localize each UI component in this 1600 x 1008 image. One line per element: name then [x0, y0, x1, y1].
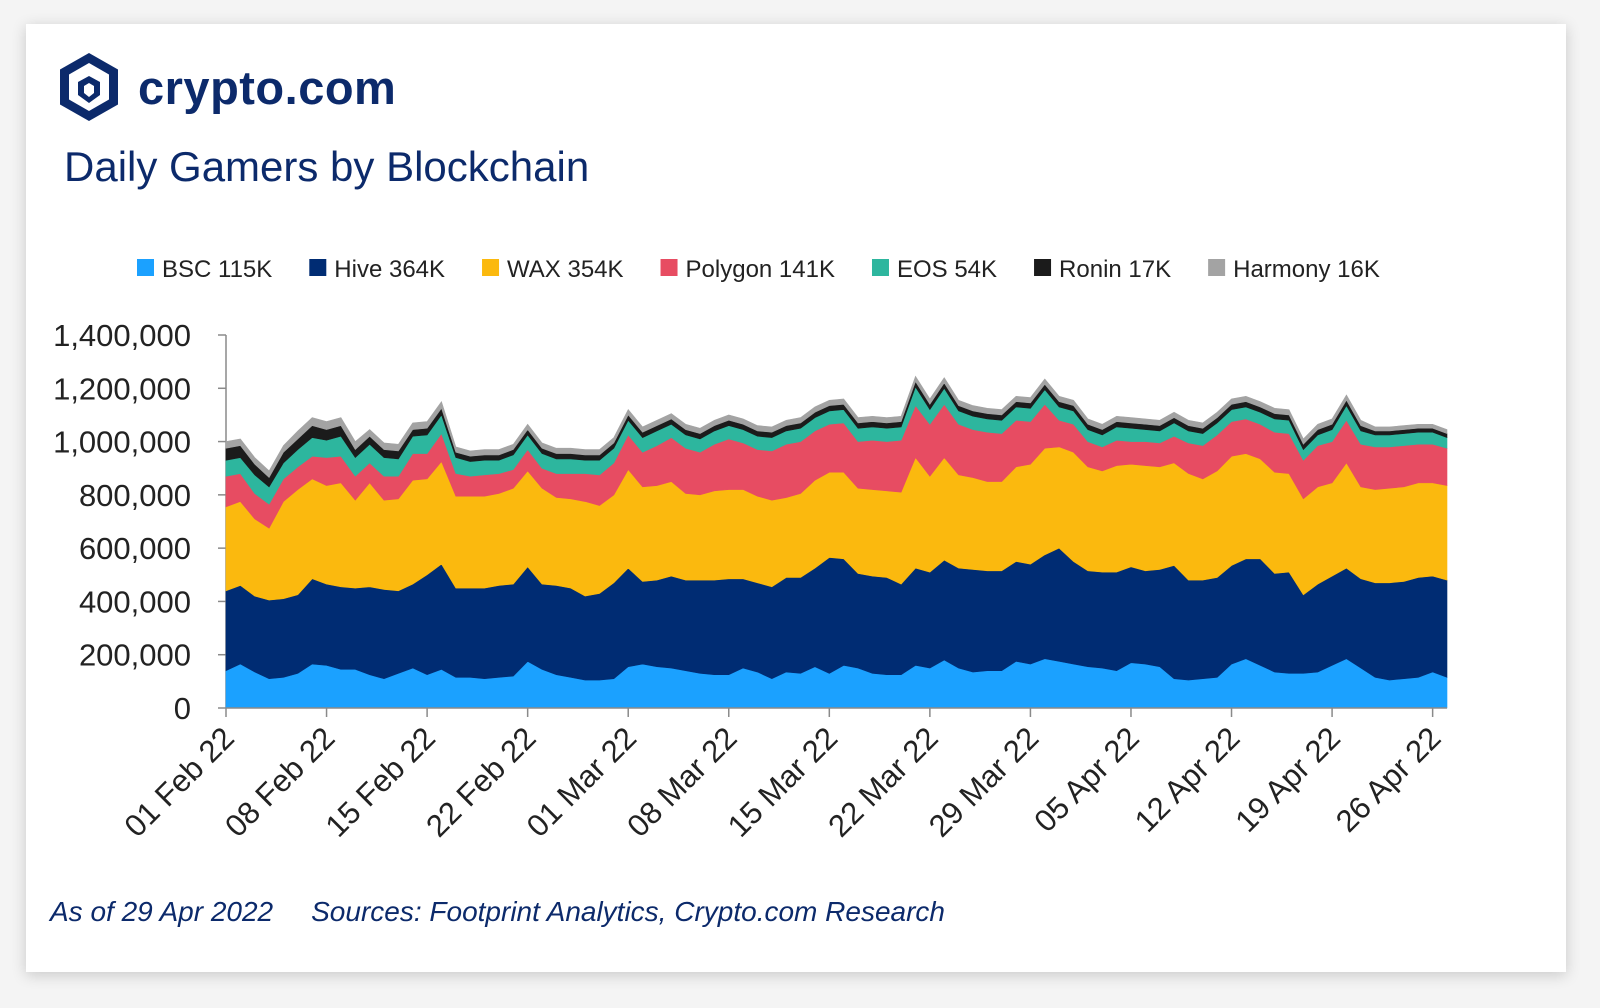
legend-swatch-eos — [871, 259, 889, 276]
crypto-com-lion-shield-icon — [60, 53, 118, 121]
x-tick-label: 01 Mar 22 — [520, 720, 643, 843]
legend-label-wax: WAX 354K — [507, 256, 624, 283]
legend-swatch-wax — [482, 259, 500, 276]
x-tick-label: 05 Apr 22 — [1027, 720, 1146, 839]
y-tick-label: 0 — [174, 691, 191, 726]
brand-name: crypto.com — [138, 60, 397, 114]
y-tick-label: 1,200,000 — [53, 371, 191, 406]
x-tick-label: 19 Apr 22 — [1228, 720, 1347, 839]
legend-swatch-hive — [309, 259, 327, 276]
legend-swatch-harmony — [1208, 259, 1226, 276]
y-tick-label: 600,000 — [79, 531, 191, 566]
x-tick-label: 08 Mar 22 — [620, 720, 743, 843]
x-tick-label: 29 Mar 22 — [922, 720, 1045, 843]
as-of-date: As of 29 Apr 2022 — [50, 896, 274, 927]
legend-label-harmony: Harmony 16K — [1233, 256, 1380, 283]
legend: BSC 115K Hive 364K WAX 354K Polygon 141K EOS… — [137, 256, 1380, 283]
x-tick-label: 15 Feb 22 — [319, 720, 442, 843]
y-tick-label: 400,000 — [79, 584, 191, 619]
chart-footer: As of 29 Apr 2022 Sources: Footprint Anal… — [50, 896, 945, 928]
legend-label-ronin: Ronin 17K — [1059, 256, 1171, 283]
sources-note: Sources: Footprint Analytics, Crypto.com… — [311, 896, 945, 927]
area-series-harmony — [225, 375, 1448, 479]
y-tick-label: 1,000,000 — [53, 425, 191, 460]
x-tick-label: 26 Apr 22 — [1329, 720, 1448, 839]
x-tick-label: 08 Feb 22 — [218, 720, 341, 843]
x-tick-label: 12 Apr 22 — [1128, 720, 1247, 839]
legend-swatch-bsc — [137, 259, 154, 276]
legend-label-polygon: Polygon 141K — [686, 256, 835, 283]
brand-header: crypto.com — [58, 50, 396, 124]
x-tick-label: 01 Feb 22 — [117, 720, 240, 843]
plot-area — [225, 375, 1448, 709]
x-tick-label: 15 Mar 22 — [721, 720, 844, 843]
chart-title: Daily Gamers by Blockchain — [64, 143, 590, 190]
y-tick-label: 1,400,000 — [53, 318, 191, 353]
legend-label-eos: EOS 54K — [897, 256, 997, 283]
y-tick-label: 800,000 — [79, 478, 191, 513]
y-tick-label: 200,000 — [79, 638, 191, 673]
legend-label-bsc: BSC 115K — [162, 256, 272, 283]
legend-swatch-polygon — [660, 259, 678, 276]
x-tick-label: 22 Feb 22 — [419, 720, 542, 843]
x-tick-label: 22 Mar 22 — [821, 720, 944, 843]
y-axis: 0 200,000 400,000 600,000 800,000 1,000,000 1,… — [53, 318, 227, 726]
legend-swatch-ronin — [1034, 259, 1052, 276]
legend-label-hive: Hive 364K — [334, 256, 445, 283]
